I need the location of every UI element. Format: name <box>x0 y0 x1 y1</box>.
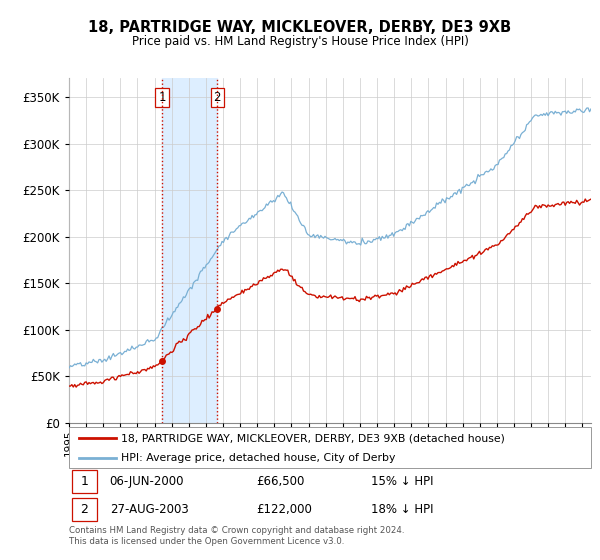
Text: 1: 1 <box>158 91 166 104</box>
Text: HPI: Average price, detached house, City of Derby: HPI: Average price, detached house, City… <box>121 452 395 463</box>
Bar <box>162 78 217 423</box>
Text: 15% ↓ HPI: 15% ↓ HPI <box>371 475 433 488</box>
Text: 18% ↓ HPI: 18% ↓ HPI <box>371 503 433 516</box>
Text: 1: 1 <box>80 475 88 488</box>
Text: Price paid vs. HM Land Registry's House Price Index (HPI): Price paid vs. HM Land Registry's House … <box>131 35 469 48</box>
Text: Contains HM Land Registry data © Crown copyright and database right 2024.
This d: Contains HM Land Registry data © Crown c… <box>69 526 404 546</box>
Text: £66,500: £66,500 <box>256 475 304 488</box>
Text: 2: 2 <box>80 503 88 516</box>
FancyBboxPatch shape <box>69 427 591 468</box>
FancyBboxPatch shape <box>71 470 97 493</box>
Text: 27-AUG-2003: 27-AUG-2003 <box>110 503 188 516</box>
Text: 06-JUN-2000: 06-JUN-2000 <box>110 475 184 488</box>
Text: 18, PARTRIDGE WAY, MICKLEOVER, DERBY, DE3 9XB: 18, PARTRIDGE WAY, MICKLEOVER, DERBY, DE… <box>88 20 512 35</box>
Text: 18, PARTRIDGE WAY, MICKLEOVER, DERBY, DE3 9XB (detached house): 18, PARTRIDGE WAY, MICKLEOVER, DERBY, DE… <box>121 433 505 443</box>
Text: £122,000: £122,000 <box>256 503 312 516</box>
Text: 2: 2 <box>214 91 221 104</box>
FancyBboxPatch shape <box>71 498 97 521</box>
